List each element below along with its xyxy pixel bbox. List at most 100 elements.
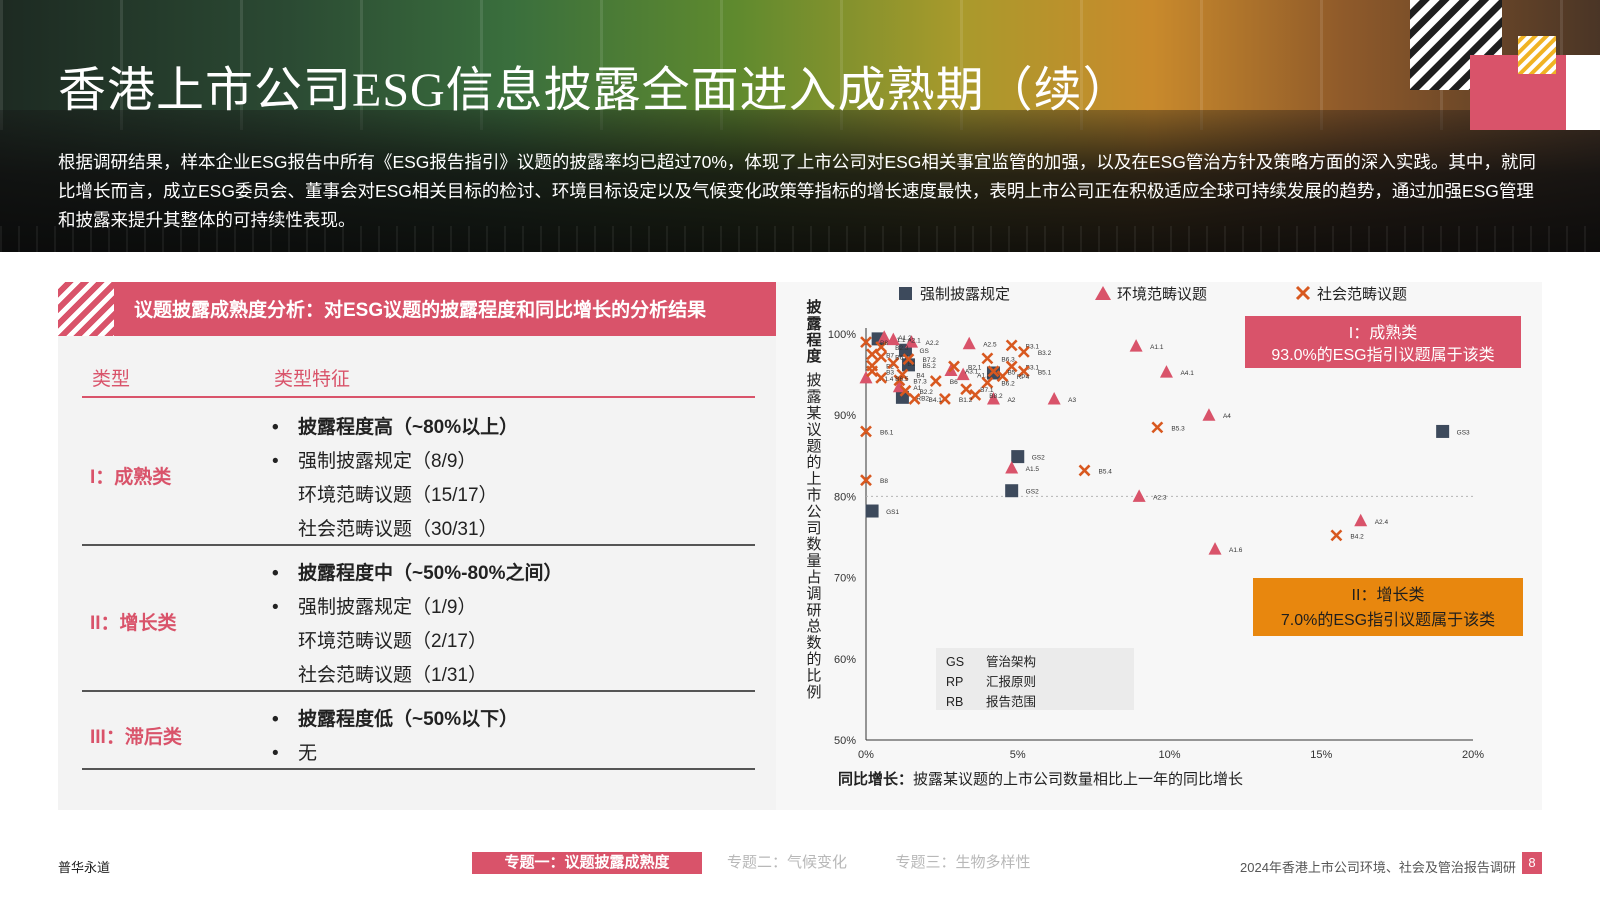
data-point-cross (875, 371, 888, 384)
data-point-label: B5.4 (1099, 468, 1113, 475)
mature-category-box (1245, 316, 1521, 368)
y-axis-title-char: 量 (806, 553, 821, 570)
abbreviation-code: RP (946, 675, 963, 689)
data-point-cross (875, 341, 888, 353)
data-point-label: A3 (1068, 397, 1076, 404)
data-point-label: RP4 (1017, 374, 1030, 381)
data-point-triangle (859, 370, 873, 384)
abbreviation-code: RB (946, 695, 963, 709)
banner-floor-pattern (0, 226, 1600, 252)
tab-topic-3[interactable]: 专题三：生物多样性 (895, 854, 1031, 871)
corner-decoration (1410, 0, 1600, 130)
tab-topic-2[interactable]: 专题二：气候变化 (726, 854, 847, 871)
feature-item: • 披露程度低（~50%以下） (272, 709, 519, 730)
feature-item: 环境范畴议题（15/17） (298, 485, 498, 506)
data-point-square (1011, 450, 1025, 464)
data-point-cross (887, 357, 900, 370)
abbreviation-code: GS (946, 655, 964, 669)
data-point-cross (1017, 345, 1030, 358)
data-point-label: B3.1 (1026, 364, 1040, 371)
bullet-icon: • (272, 597, 279, 618)
y-axis-title-char: 数 (806, 635, 821, 652)
data-point-triangle (986, 391, 1000, 405)
row-divider (82, 690, 755, 692)
scatter-chart: 50%60%70%80%90%100%0% 5% 10% 15% 20%同比增长：披露某… (806, 285, 1523, 788)
y-tick-label: 90% (834, 410, 856, 422)
data-point-square (1436, 424, 1450, 438)
header-banner (0, 0, 1600, 252)
data-point-triangle (886, 332, 900, 346)
data-point-cross (860, 425, 872, 438)
bullet-icon: • (272, 451, 279, 472)
data-point-triangle (1354, 513, 1368, 527)
panel-header-stripes (58, 282, 114, 336)
data-point-triangle (905, 335, 919, 348)
data-point-triangle (1159, 365, 1173, 378)
y-axis-title-char: 调 (806, 585, 821, 602)
column-header-feature: 类型特征 (274, 369, 351, 390)
x-tick-label: 5% (1010, 749, 1026, 761)
data-point-cross (908, 393, 921, 405)
growth-box-text: 7.0%的ESG指引议题属于该类 (1281, 611, 1495, 629)
category-label-mature: I：成熟类 (90, 467, 172, 488)
data-point-label: A4.1 (1180, 370, 1194, 377)
abbreviation-meaning: 报告范围 (986, 694, 1036, 709)
y-axis-title-char: 的 (806, 454, 821, 471)
data-point-cross (1005, 339, 1018, 352)
y-tick-label: 80% (834, 491, 856, 503)
data-point-cross (1078, 464, 1091, 477)
data-point-cross (899, 384, 912, 397)
data-point-label: B4.2 (1350, 533, 1364, 540)
report-title: 2024年香港上市公司环境、社会及管治报告调研 (1240, 860, 1516, 875)
data-point-label: B8 (880, 478, 888, 485)
legend-label: 环境范畴议题 (1117, 285, 1207, 303)
data-point-label: A1.1 (1150, 344, 1164, 351)
data-point-label: B5 (1007, 369, 1015, 376)
mature-box-title: I：成熟类 (1349, 324, 1417, 342)
data-point-cross (1017, 365, 1030, 378)
data-point-label: B7.1 (980, 387, 994, 394)
feature-item: • 披露程度高（~80%以上） (272, 417, 519, 438)
y-axis-title-char: 露 (806, 314, 822, 332)
y-axis-title-char: 题 (806, 438, 821, 455)
data-point-cross (948, 360, 960, 373)
data-point-triangle (1129, 339, 1143, 352)
data-point-square (865, 504, 879, 518)
data-point-label: B6.4 (895, 355, 909, 362)
y-axis-title-char: 披 (806, 298, 822, 316)
data-point-cross (1330, 529, 1343, 542)
intro-paragraph: 根据调研结果，样本企业ESG报告中所有《ESG报告指引》议题的披露率均已超过70… (58, 152, 1536, 230)
data-point-label: A1.2 (898, 335, 912, 342)
data-point-triangle (1208, 542, 1222, 555)
data-point-triangle (962, 336, 976, 350)
row-divider (82, 544, 755, 546)
bullet-icon: • (272, 563, 279, 584)
data-point-square (895, 390, 909, 404)
x-axis-title-rest: 披露某议题的上市公司数量相比上一年的同比增长 (913, 771, 1243, 788)
data-point-label: B3.1 (1026, 343, 1040, 350)
x-tick-label: 0% (858, 749, 874, 761)
banner-ceiling-pattern (0, 0, 1600, 130)
data-point-label: A1.3 (977, 373, 991, 380)
legend-triangle-icon (1095, 286, 1111, 300)
tab-topic-1[interactable]: 专题一：议题披露成熟度 (472, 852, 702, 874)
data-point-label: B5.1 (1038, 369, 1052, 376)
data-point-label: B3 (886, 369, 894, 376)
y-axis-title-char: 占 (806, 569, 821, 586)
y-axis-title-char: 公 (806, 503, 821, 520)
y-tick-label: 70% (834, 573, 856, 585)
y-axis-title-char: 的 (806, 651, 821, 668)
table-header-rule (82, 396, 755, 398)
y-axis-title-char: 总 (806, 618, 821, 635)
data-point-cross (860, 474, 872, 487)
column-header-type: 类型 (92, 369, 131, 390)
data-point-label: GS2 (1032, 455, 1045, 462)
y-axis-title-char: 市 (806, 487, 821, 504)
feature-item: • 强制披露规定（1/9） (272, 597, 477, 618)
feature-item: 环境范畴议题（2/17） (298, 631, 487, 652)
x-tick-label: 10% (1158, 749, 1180, 761)
data-point-triangle (1132, 489, 1146, 502)
legend-label: 强制披露规定 (920, 286, 1010, 303)
data-point-triangle (1005, 460, 1019, 474)
panel-title: 议题披露成熟度分析：对ESG议题的披露程度和同比增长的分析结果 (134, 300, 707, 321)
